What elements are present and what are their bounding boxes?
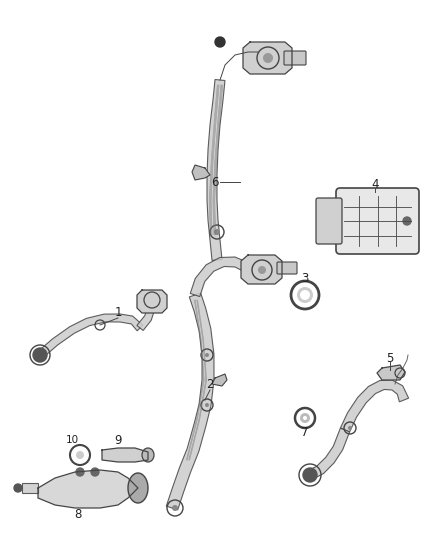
Circle shape — [215, 37, 225, 47]
Polygon shape — [102, 448, 148, 462]
Polygon shape — [241, 255, 282, 284]
FancyBboxPatch shape — [316, 198, 342, 244]
Polygon shape — [192, 165, 210, 180]
Circle shape — [205, 353, 209, 357]
Polygon shape — [137, 290, 167, 313]
Circle shape — [300, 290, 310, 300]
Polygon shape — [340, 380, 409, 432]
Polygon shape — [207, 79, 225, 261]
Circle shape — [263, 53, 273, 63]
Circle shape — [76, 468, 84, 476]
Text: 4: 4 — [371, 177, 379, 190]
Polygon shape — [166, 293, 214, 510]
Polygon shape — [212, 374, 227, 386]
Polygon shape — [22, 483, 38, 493]
Polygon shape — [377, 365, 405, 380]
Polygon shape — [243, 42, 292, 74]
Polygon shape — [190, 257, 259, 296]
Circle shape — [403, 217, 411, 225]
Circle shape — [172, 505, 178, 511]
Circle shape — [76, 451, 84, 459]
Text: 1: 1 — [114, 306, 122, 319]
FancyBboxPatch shape — [336, 188, 419, 254]
Text: 5: 5 — [386, 351, 394, 365]
Circle shape — [348, 426, 352, 430]
Text: 3: 3 — [301, 271, 309, 285]
Polygon shape — [137, 294, 156, 330]
Text: 6: 6 — [211, 175, 219, 189]
Text: 10: 10 — [65, 435, 78, 445]
Text: 2: 2 — [206, 378, 214, 392]
Ellipse shape — [128, 473, 148, 503]
Text: 9: 9 — [114, 433, 122, 447]
Circle shape — [303, 416, 307, 420]
Circle shape — [205, 403, 209, 407]
Circle shape — [91, 468, 99, 476]
FancyBboxPatch shape — [277, 262, 297, 274]
Circle shape — [14, 484, 22, 492]
Polygon shape — [38, 470, 138, 508]
FancyBboxPatch shape — [284, 51, 306, 65]
Circle shape — [258, 266, 266, 274]
Circle shape — [300, 413, 310, 423]
Polygon shape — [308, 428, 350, 480]
Circle shape — [33, 348, 47, 362]
Circle shape — [297, 287, 313, 303]
Ellipse shape — [142, 448, 154, 462]
Polygon shape — [37, 314, 143, 358]
Text: 7: 7 — [301, 426, 309, 440]
Circle shape — [214, 229, 220, 235]
Text: 8: 8 — [74, 508, 82, 521]
Circle shape — [303, 468, 317, 482]
